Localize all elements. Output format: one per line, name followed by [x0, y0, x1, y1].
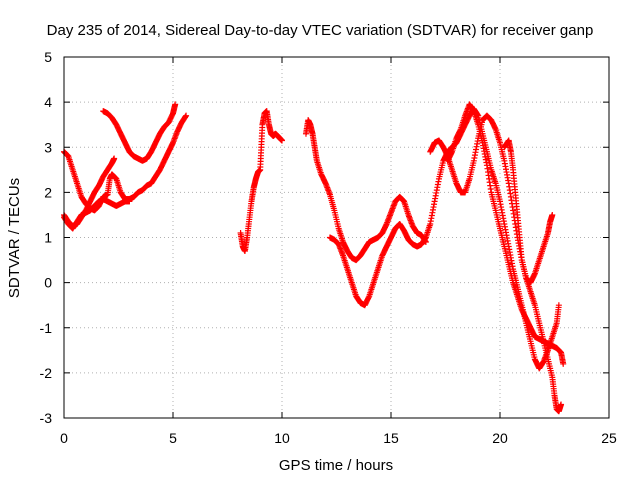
- data-point: [560, 360, 567, 367]
- data-point: [558, 401, 565, 408]
- series-group: [302, 117, 429, 264]
- series-group: [61, 196, 133, 232]
- y-tick-label: -3: [40, 410, 53, 426]
- series-group: [237, 108, 285, 255]
- x-tick-label: 0: [60, 430, 68, 446]
- data-point: [279, 137, 285, 144]
- x-tick-labels: 0 5 10 15 20 25: [60, 430, 617, 446]
- y-tick-label: 0: [44, 275, 52, 291]
- y-axis-title: SDTVAR / TECUs: [6, 178, 23, 298]
- x-tick-label: 15: [383, 430, 399, 446]
- x-tick-label: 5: [169, 430, 177, 446]
- series-group: [501, 137, 556, 286]
- data-point: [549, 211, 556, 218]
- data-point: [555, 302, 562, 309]
- data-point: [111, 155, 118, 162]
- y-tick-labels: -3 -2 -1 0 1 2 3 4 5: [40, 49, 53, 426]
- chart-title: Day 235 of 2014, Sidereal Day-to-day VTE…: [47, 22, 594, 39]
- data-point: [172, 101, 179, 108]
- data-markers: [61, 101, 567, 415]
- data-point: [126, 198, 133, 205]
- y-tick-label: 2: [44, 184, 52, 200]
- data-point: [183, 112, 190, 119]
- x-tick-label: 20: [492, 430, 508, 446]
- series-group: [61, 112, 190, 214]
- x-tick-label: 25: [601, 430, 617, 446]
- y-tick-label: -1: [40, 320, 53, 336]
- grid-lines: [64, 57, 609, 418]
- series-group: [444, 101, 567, 367]
- y-tick-label: -2: [40, 365, 53, 381]
- series-group: [100, 101, 179, 164]
- y-tick-label: 1: [44, 230, 52, 246]
- y-tick-label: 5: [44, 49, 52, 65]
- y-tick-label: 4: [44, 94, 52, 110]
- plot-frame: [63, 56, 610, 419]
- x-axis-title: GPS time / hours: [279, 457, 393, 474]
- y-tick-label: 3: [44, 139, 52, 155]
- x-tick-label: 10: [274, 430, 290, 446]
